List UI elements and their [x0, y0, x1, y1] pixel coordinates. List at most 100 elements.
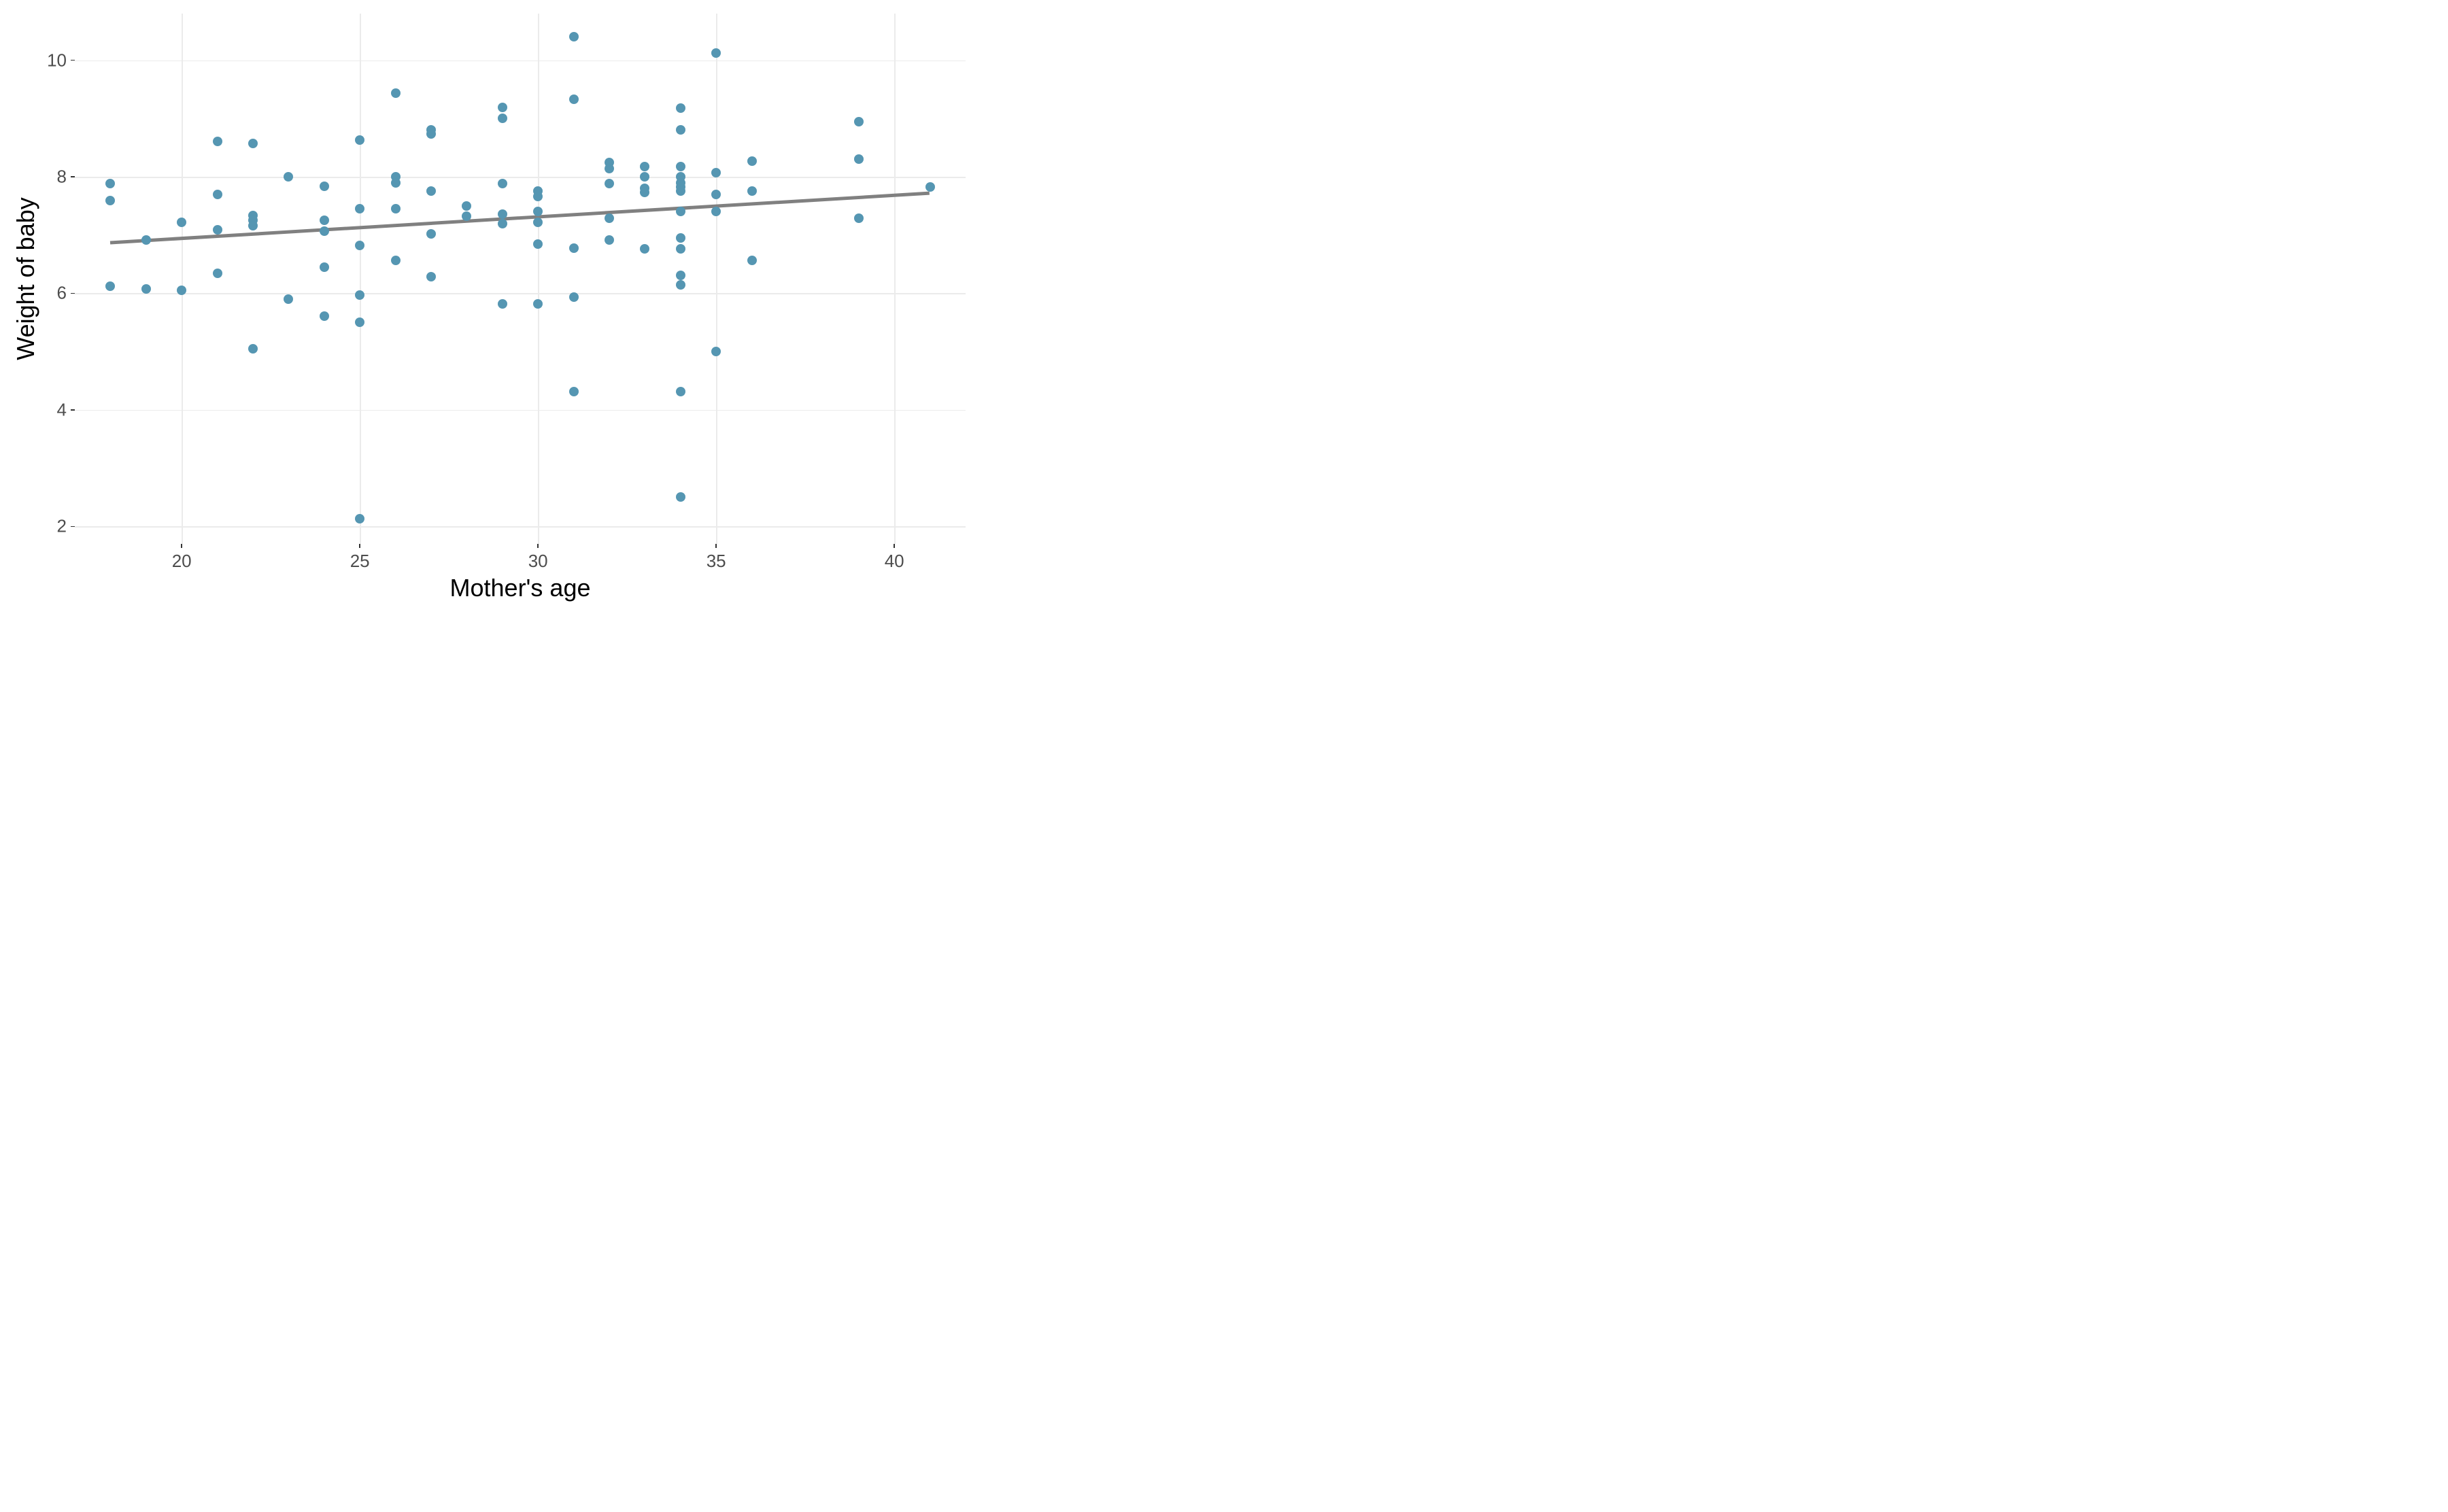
data-point: [640, 188, 649, 197]
data-point: [605, 213, 614, 223]
data-point: [462, 201, 471, 211]
y-tick-label: 6: [57, 283, 67, 304]
data-point: [177, 286, 186, 295]
data-point: [320, 216, 329, 225]
gridline-x: [538, 14, 539, 544]
x-tick-mark: [537, 544, 539, 548]
data-point: [533, 239, 543, 249]
data-point: [320, 182, 329, 191]
data-point: [854, 213, 864, 223]
gridline-y: [75, 410, 966, 411]
y-tick-mark: [71, 176, 75, 177]
data-point: [925, 182, 935, 192]
gridline-y: [75, 61, 966, 62]
data-point: [711, 347, 721, 356]
data-point: [676, 280, 685, 290]
y-axis-label: Weight of baby: [12, 197, 40, 360]
data-point: [284, 172, 293, 182]
x-tick-label: 40: [885, 551, 904, 572]
data-point: [533, 299, 543, 309]
data-point: [569, 387, 579, 396]
data-point: [640, 172, 649, 182]
data-point: [426, 229, 436, 239]
gridline-y: [75, 526, 966, 528]
x-tick-label: 25: [350, 551, 370, 572]
data-point: [284, 294, 293, 304]
data-point: [676, 162, 685, 171]
data-point: [569, 32, 579, 41]
data-point: [426, 186, 436, 196]
x-tick-label: 30: [528, 551, 548, 572]
data-point: [533, 192, 543, 201]
data-point: [213, 225, 222, 235]
data-point: [676, 186, 685, 196]
data-point: [854, 154, 864, 164]
data-point: [391, 256, 401, 265]
gridline-x: [894, 14, 896, 544]
y-tick-label: 4: [57, 399, 67, 420]
data-point: [640, 244, 649, 254]
data-point: [676, 103, 685, 113]
data-point: [711, 48, 721, 58]
data-point: [533, 218, 543, 227]
data-point: [320, 311, 329, 321]
data-point: [248, 221, 258, 230]
data-point: [676, 125, 685, 135]
x-tick-mark: [894, 544, 895, 548]
x-tick-mark: [181, 544, 182, 548]
data-point: [426, 129, 436, 139]
data-point: [355, 241, 364, 250]
plot-area: [75, 14, 966, 544]
data-point: [213, 190, 222, 199]
data-point: [605, 179, 614, 188]
data-point: [498, 209, 507, 219]
data-point: [498, 219, 507, 228]
data-point: [605, 235, 614, 245]
data-point: [533, 207, 543, 216]
data-point: [569, 243, 579, 253]
data-point: [105, 179, 115, 188]
data-point: [854, 117, 864, 126]
data-point: [498, 179, 507, 188]
y-tick-mark: [71, 409, 75, 411]
y-tick-label: 8: [57, 167, 67, 188]
data-point: [426, 272, 436, 281]
data-point: [105, 196, 115, 205]
x-axis-label: Mother's age: [450, 574, 591, 602]
data-point: [747, 256, 757, 265]
data-point: [711, 190, 721, 199]
data-point: [676, 387, 685, 396]
data-point: [640, 162, 649, 171]
regression-line: [110, 191, 930, 244]
data-point: [248, 139, 258, 148]
data-point: [676, 271, 685, 280]
data-point: [248, 344, 258, 354]
data-point: [355, 204, 364, 213]
data-point: [141, 235, 151, 245]
scatter-chart: Mother's age Weight of baby 20 25 30 35 40 2 4…: [0, 0, 979, 605]
y-tick-label: 2: [57, 516, 67, 537]
gridline-y: [75, 177, 966, 178]
data-point: [676, 233, 685, 243]
data-point: [676, 492, 685, 502]
gridline-x: [182, 14, 183, 544]
data-point: [462, 211, 471, 221]
data-point: [498, 114, 507, 123]
data-point: [320, 262, 329, 272]
x-tick-label: 35: [707, 551, 726, 572]
x-tick-label: 20: [172, 551, 192, 572]
data-point: [355, 514, 364, 523]
data-point: [569, 292, 579, 302]
y-tick-mark: [71, 293, 75, 294]
y-tick-mark: [71, 60, 75, 61]
data-point: [105, 281, 115, 291]
data-point: [213, 269, 222, 278]
data-point: [711, 207, 721, 216]
data-point: [320, 226, 329, 236]
data-point: [355, 317, 364, 327]
gridline-x: [716, 14, 717, 544]
x-tick-mark: [715, 544, 717, 548]
y-tick-label: 10: [47, 50, 67, 71]
data-point: [141, 284, 151, 294]
data-point: [711, 168, 721, 177]
